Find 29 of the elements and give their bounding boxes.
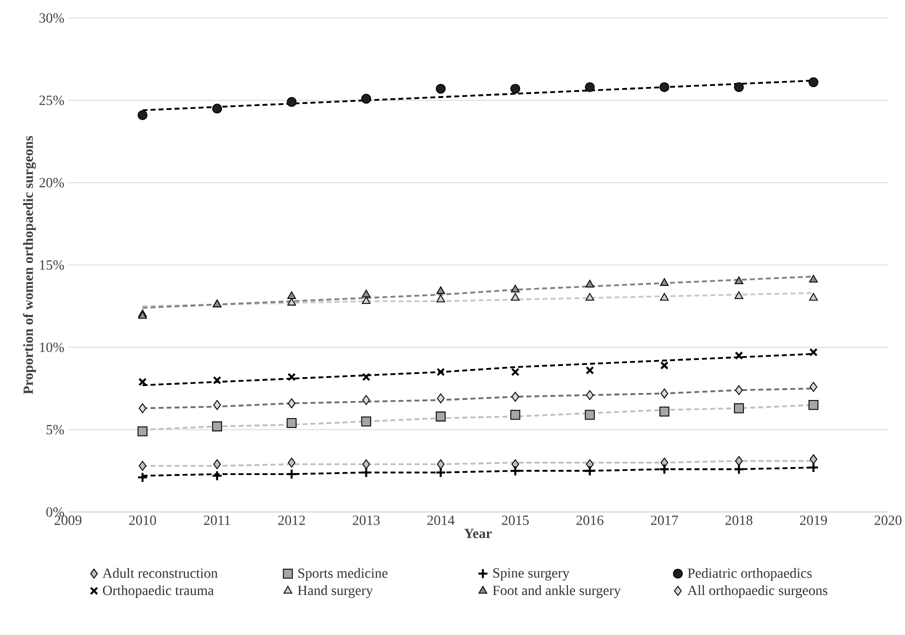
y-tick-label: 20% xyxy=(39,178,64,188)
x-tick-label: 2019 xyxy=(800,516,827,525)
legend-label: Hand surgery xyxy=(298,585,373,598)
x-tick-label: 2020 xyxy=(874,516,902,525)
x-tick-label: 2017 xyxy=(650,516,678,525)
legend-label: All orthopaedic surgeons xyxy=(688,585,828,598)
x-tick-label: 2012 xyxy=(278,516,305,525)
y-tick-label: 15% xyxy=(40,260,64,270)
x-tick-label: 2018 xyxy=(726,516,752,525)
legend-label: Sports medicine xyxy=(298,568,388,581)
legend-label: Adult reconstruction xyxy=(102,568,218,578)
y-tick-label: 30% xyxy=(39,13,64,23)
y-tick-label: 25% xyxy=(39,96,64,106)
legend-label: Foot and ankle surgery xyxy=(492,585,621,598)
x-tick-label: 2011 xyxy=(204,516,230,525)
x-tick-label: 2010 xyxy=(129,516,156,525)
x-tick-label: 2014 xyxy=(427,516,455,525)
x-tick-label: 2013 xyxy=(352,516,380,525)
y-tick-label: 5% xyxy=(46,424,64,434)
legend-label: Orthopaedic trauma xyxy=(102,585,214,598)
legend-label: Pediatric orthopaedics xyxy=(688,568,812,581)
x-tick-label: 2015 xyxy=(502,516,529,525)
y-tick-label: 10% xyxy=(40,342,64,352)
y-tick-label: 0% xyxy=(46,507,64,517)
legend-label: Spine surgery xyxy=(493,568,570,581)
x-tick-label: 2009 xyxy=(54,516,82,525)
x-axis-title: Year xyxy=(464,528,492,538)
y-axis-title: Proportion of women orthopaedic surgeons xyxy=(22,136,36,394)
x-tick-label: 2016 xyxy=(576,516,604,525)
